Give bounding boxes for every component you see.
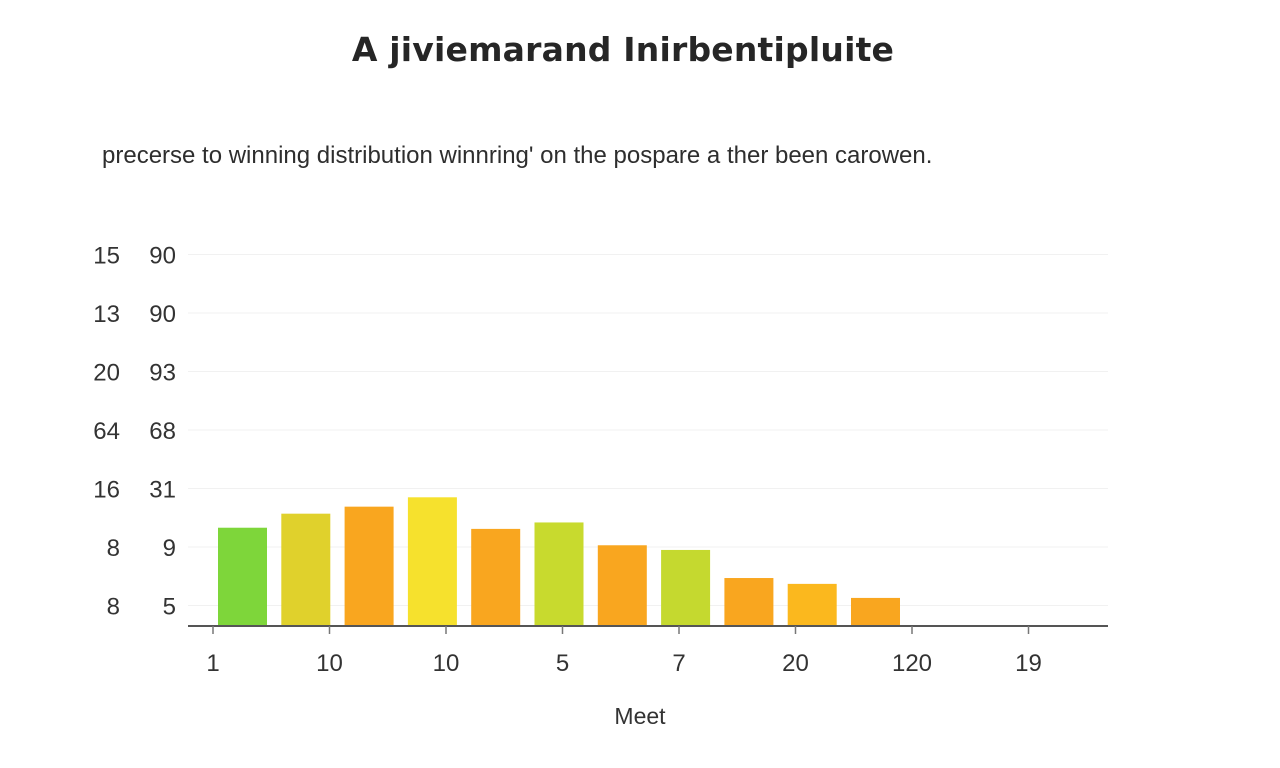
y-tick-label-primary: 16 — [93, 477, 120, 504]
grid-lines — [188, 254, 1108, 607]
x-axis-ticks: 1 10 10 5 7 20 120 19 — [206, 626, 1042, 677]
y-tick-label-secondary: 31 — [149, 477, 176, 504]
y-tick-label-secondary: 5 — [163, 594, 176, 621]
x-tick-label: 10 — [433, 650, 460, 677]
bar — [471, 528, 521, 626]
chart-title: A jiviemarand Inirbentipluite — [351, 30, 895, 69]
bar — [724, 578, 774, 626]
x-tick-label: 20 — [782, 650, 809, 677]
bar — [661, 549, 711, 626]
x-tick-label: 1 — [206, 650, 219, 677]
y-axis-ticks: 8 5 8 9 16 31 64 68 20 93 13 90 15 90 — [93, 243, 176, 621]
y-tick-label-primary: 8 — [107, 535, 120, 562]
y-tick-label-secondary: 90 — [149, 243, 176, 270]
bar — [597, 545, 647, 626]
x-tick-label: 19 — [1015, 650, 1042, 677]
y-tick-label-secondary: 68 — [149, 418, 176, 445]
bar — [534, 522, 584, 626]
y-tick-label-primary: 64 — [93, 418, 120, 445]
chart-subtitle: precerse to winning distribution winnrin… — [102, 142, 933, 169]
y-tick-label-primary: 20 — [93, 360, 120, 387]
y-tick-label-secondary: 93 — [149, 360, 176, 387]
x-tick-label: 120 — [892, 650, 932, 677]
bar — [851, 597, 900, 626]
x-tick-label: 10 — [316, 650, 343, 677]
y-tick-label-primary: 8 — [107, 594, 120, 621]
y-tick-label-secondary: 90 — [149, 301, 176, 328]
bars — [218, 497, 900, 626]
bar — [281, 513, 331, 626]
bar — [407, 497, 457, 626]
y-tick-label-secondary: 9 — [163, 535, 176, 562]
y-tick-label-primary: 15 — [93, 243, 120, 270]
y-tick-label-primary: 13 — [93, 301, 120, 328]
bar — [344, 506, 394, 626]
bar — [787, 583, 837, 626]
x-tick-label: 7 — [672, 650, 685, 677]
bar — [218, 527, 267, 626]
x-tick-label: 5 — [556, 650, 569, 677]
x-axis-label: Meet — [614, 703, 666, 729]
